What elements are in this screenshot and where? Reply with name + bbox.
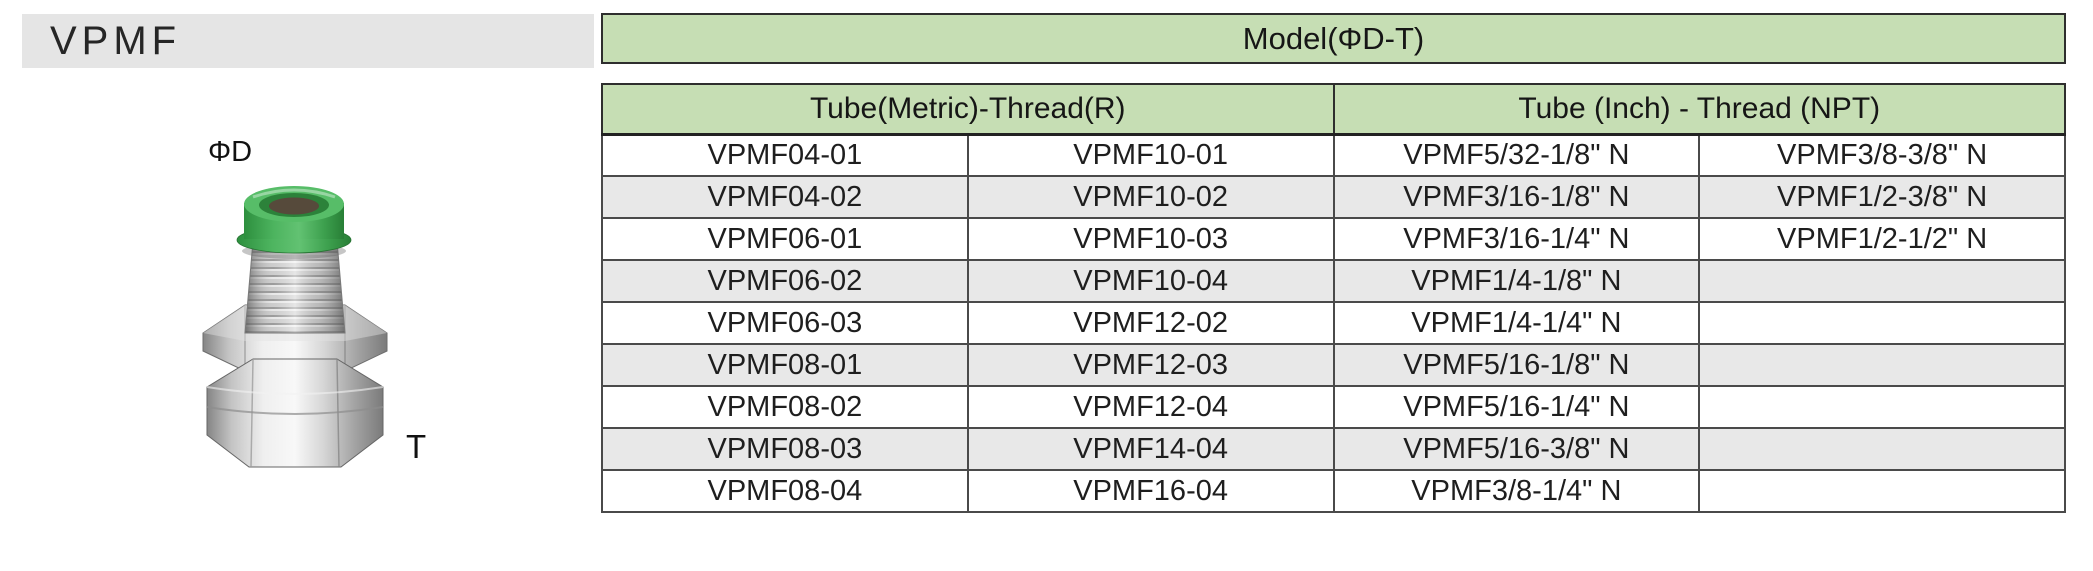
model-cell [1698,259,2066,303]
series-title: VPMF [50,18,182,63]
thread-dim-label: T [406,428,427,465]
table-row: VPMF08-04 VPMF16-04 VPMF3/8-1/4" N [601,469,2066,513]
model-cell: VPMF10-01 [966,133,1335,177]
col-group-metric: Tube(Metric)-Thread(R) [601,83,1335,136]
model-cell: VPMF3/8-3/8" N [1698,133,2066,177]
model-cell: VPMF06-02 [601,259,969,303]
threaded-body [244,240,346,334]
model-cell: VPMF3/16-1/4" N [1332,217,1701,261]
lower-hex-nut [206,358,384,468]
model-cell: VPMF08-04 [601,469,969,513]
model-banner-label: Model(ΦD-T) [1242,20,1425,56]
table-row: VPMF04-01 VPMF10-01 VPMF5/32-1/8" N VPMF… [601,133,2066,177]
table-row: VPMF08-03 VPMF14-04 VPMF5/16-3/8" N [601,427,2066,471]
model-cell: VPMF1/2-1/2" N [1698,217,2066,261]
model-cell: VPMF12-04 [966,385,1335,429]
model-cell: VPMF1/2-3/8" N [1698,175,2066,219]
model-cell: VPMF08-01 [601,343,969,387]
table-row: VPMF08-02 VPMF12-04 VPMF5/16-1/4" N [601,385,2066,429]
model-cell: VPMF3/16-1/8" N [1332,175,1701,219]
model-cell: VPMF16-04 [966,469,1335,513]
model-cell [1698,385,2066,429]
table-row: VPMF06-01 VPMF10-03 VPMF3/16-1/4" N VPMF… [601,217,2066,261]
model-table: Tube(Metric)-Thread(R) Tube (Inch) - Thr… [601,83,2066,513]
col-group-inch: Tube (Inch) - Thread (NPT) [1332,83,2066,136]
diameter-dim-label: ΦD [208,136,253,168]
model-cell: VPMF5/16-1/4" N [1332,385,1701,429]
model-banner: Model(ΦD-T) [601,13,2066,64]
model-cell [1698,301,2066,345]
model-cell: VPMF1/4-1/4" N [1332,301,1701,345]
fitting-photo [202,186,388,468]
model-cell: VPMF5/32-1/8" N [1332,133,1701,177]
model-cell: VPMF12-02 [966,301,1335,345]
model-cell: VPMF04-02 [601,175,969,219]
green-collet [236,186,352,259]
model-cell: VPMF10-03 [966,217,1335,261]
model-cell: VPMF12-03 [966,343,1335,387]
model-cell [1698,343,2066,387]
model-cell: VPMF5/16-3/8" N [1332,427,1701,471]
model-cell: VPMF08-02 [601,385,969,429]
model-cell: VPMF5/16-1/8" N [1332,343,1701,387]
table-row: VPMF06-02 VPMF10-04 VPMF1/4-1/8" N [601,259,2066,303]
model-cell: VPMF10-04 [966,259,1335,303]
table-row: VPMF06-03 VPMF12-02 VPMF1/4-1/4" N [601,301,2066,345]
model-cell: VPMF10-02 [966,175,1335,219]
model-cell: VPMF06-01 [601,217,969,261]
model-cell [1698,469,2066,513]
series-title-box: VPMF [22,14,594,68]
model-cell: VPMF3/8-1/4" N [1332,469,1701,513]
model-cell: VPMF06-03 [601,301,969,345]
model-cell: VPMF1/4-1/8" N [1332,259,1701,303]
model-cell: VPMF08-03 [601,427,969,471]
model-cell: VPMF04-01 [601,133,969,177]
model-cell: VPMF14-04 [966,427,1335,471]
table-group-header-row: Tube(Metric)-Thread(R) Tube (Inch) - Thr… [601,83,2066,136]
model-cell [1698,427,2066,471]
table-row: VPMF04-02 VPMF10-02 VPMF3/16-1/8" N VPMF… [601,175,2066,219]
table-row: VPMF08-01 VPMF12-03 VPMF5/16-1/8" N [601,343,2066,387]
